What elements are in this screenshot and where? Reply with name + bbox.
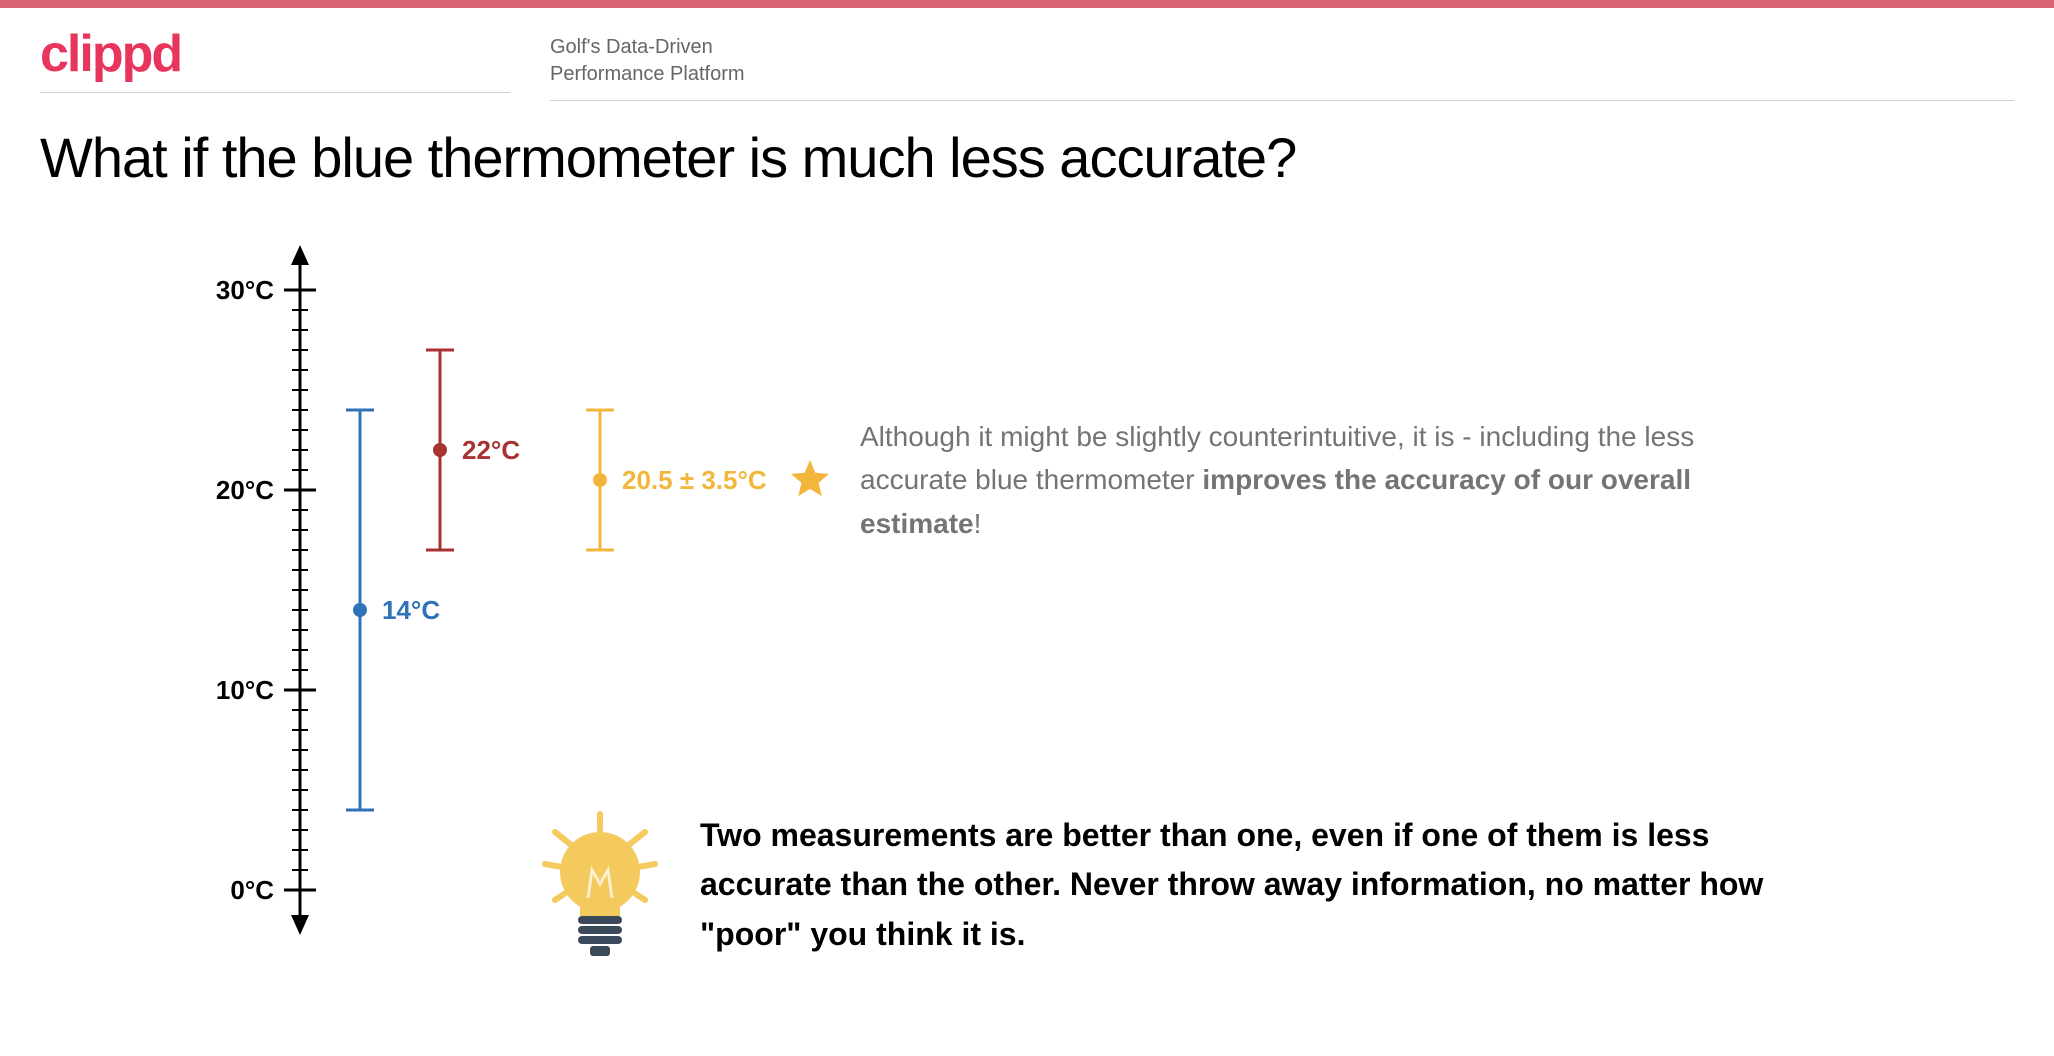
star-icon <box>791 460 829 496</box>
brand-logo: clippd <box>40 28 510 80</box>
takeaway-text: Two measurements are better than one, ev… <box>700 811 1800 960</box>
header: clippd Golf's Data-Driven Performance Pl… <box>0 8 2054 101</box>
subtitle-line2: Performance Platform <box>550 61 2014 88</box>
svg-text:10°C: 10°C <box>216 675 274 705</box>
lightbulb-icon <box>530 800 670 970</box>
explanation-text: Although it might be slightly counterint… <box>860 415 1760 545</box>
takeaway-row: Two measurements are better than one, ev… <box>530 800 1830 970</box>
subtitle-line1: Golf's Data-Driven <box>550 34 2014 61</box>
top-accent-bar <box>0 0 2054 8</box>
explain-post: ! <box>974 508 982 539</box>
page-title: What if the blue thermometer is much les… <box>0 101 2054 190</box>
svg-text:20.5 ± 3.5°C: 20.5 ± 3.5°C <box>622 465 767 495</box>
content-area: 0°C 10°C 20°C 30°C 14°C 22°C 20.5 ± 3.5°C Alth… <box>0 190 2054 970</box>
svg-text:22°C: 22°C <box>462 435 520 465</box>
svg-text:30°C: 30°C <box>216 275 274 305</box>
svg-text:20°C: 20°C <box>216 475 274 505</box>
svg-text:0°C: 0°C <box>230 875 274 905</box>
svg-text:14°C: 14°C <box>382 595 440 625</box>
logo-container: clippd <box>40 28 510 93</box>
subtitle-container: Golf's Data-Driven Performance Platform <box>550 28 2014 101</box>
